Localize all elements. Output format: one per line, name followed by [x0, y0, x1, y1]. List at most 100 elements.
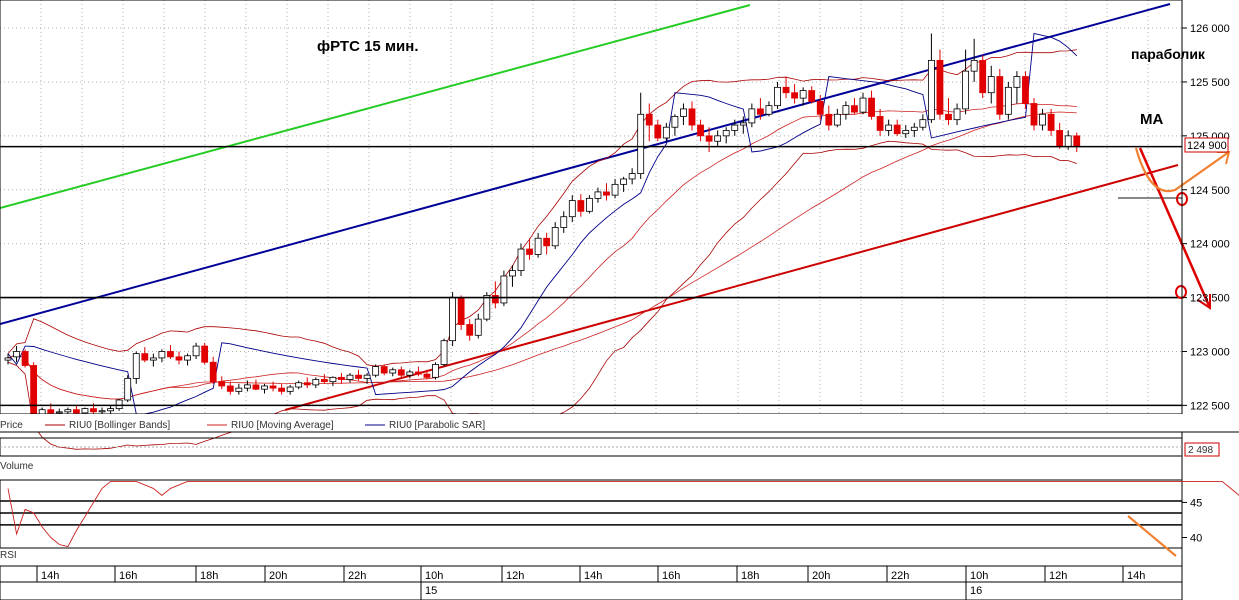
rsi-line [7, 480, 1239, 548]
candle-bull [158, 351, 166, 359]
candle-bull [859, 97, 867, 113]
date-tick-label: 15 [425, 585, 437, 597]
chart-title: фРТС 15 мин. [317, 38, 419, 55]
candle-bear [1047, 113, 1055, 131]
candle-bull [509, 270, 516, 277]
candle-bear [47, 409, 55, 414]
candle-bear [979, 59, 987, 94]
candle-bull [833, 113, 841, 126]
candle-bull [115, 399, 123, 410]
horizontal-levels [0, 145, 1182, 407]
candle-bull [261, 385, 268, 390]
candle-bull [799, 90, 807, 99]
candle-bull [680, 108, 687, 117]
candle-bull [192, 345, 200, 357]
candle-bull [64, 409, 72, 413]
candle-bear [226, 385, 234, 392]
candle-bear [278, 387, 286, 392]
price-tick-label: 124 500 [1190, 185, 1230, 197]
candle-bear [303, 382, 311, 386]
candle-bull [662, 126, 670, 139]
candle-bull [586, 197, 593, 212]
candle-bull [722, 130, 730, 137]
candle-bull [748, 108, 756, 124]
time-tick-label: 14h [584, 570, 602, 582]
legend-label: RIU0 [Parabolic SAR] [389, 420, 485, 431]
candle-bull [620, 178, 627, 185]
last-price-label: 124 900 [1187, 140, 1227, 152]
candle-bear [1073, 135, 1081, 148]
time-tick-label: 22h [891, 570, 909, 582]
price-tick-label: 123 000 [1190, 346, 1230, 358]
candle-bull [81, 408, 89, 414]
parabolic-annotation: параболик [1131, 46, 1206, 62]
candle-bear [269, 385, 277, 389]
candle-bull [594, 191, 602, 199]
candle-bear [996, 76, 1004, 115]
down-forecast-arrow [1138, 147, 1212, 309]
candle-bull [4, 357, 12, 361]
candle-bull [124, 378, 132, 401]
rsi-tick-label: 45 [1190, 497, 1202, 509]
candle-bull [329, 376, 337, 383]
candle-bear [355, 374, 362, 379]
moving-average [7, 102, 1077, 400]
candle-bear [782, 86, 790, 94]
candle-bear [936, 59, 944, 115]
time-tick-label: 14h [1127, 570, 1145, 582]
time-tick-label: 20h [269, 570, 287, 582]
candle-bull [107, 408, 114, 412]
candle-bear [697, 124, 704, 137]
time-tick-label: 22h [348, 570, 366, 582]
candle-bull [295, 382, 303, 388]
candle-bull [235, 387, 243, 392]
candle-bull [953, 108, 961, 121]
candle-bull [500, 275, 508, 304]
volume-value-box [1184, 442, 1220, 457]
candle-bear [380, 366, 388, 374]
candle-bull [132, 353, 140, 379]
candle-bull [739, 122, 747, 126]
candle-bull [774, 86, 781, 107]
price-tick-label: 124 000 [1190, 239, 1230, 251]
candle-bull [928, 59, 935, 121]
candle-bear [209, 361, 217, 383]
candle-bear [645, 113, 653, 126]
candle-bear [1056, 130, 1064, 148]
candle-bull [637, 113, 645, 174]
candles [4, 33, 1081, 417]
candle-bull [628, 173, 636, 180]
ma-annotation: MA [1140, 111, 1163, 128]
parabolic-sar [7, 32, 1078, 415]
time-tick-label: 20h [812, 570, 830, 582]
price-tick-label: 123 500 [1190, 293, 1230, 305]
candle-bull [149, 357, 157, 361]
candle-bull [534, 237, 542, 255]
candle-bear [397, 369, 405, 376]
legend: Price RIU0 [Bollinger Bands] RIU0 [Moving … [0, 420, 485, 431]
candle-bear [577, 200, 585, 212]
up-forecast-arrow [1134, 147, 1230, 193]
candle-bull [551, 227, 559, 247]
candle-bull [389, 369, 397, 374]
candle-bear [603, 191, 610, 196]
candle-bear [466, 324, 474, 336]
candle-bull [483, 295, 491, 320]
candle-bull [885, 124, 893, 131]
candle-bull [372, 366, 380, 376]
candle-bear [252, 384, 260, 390]
candle-bear [167, 351, 174, 358]
candle-bull [432, 364, 439, 378]
candle-bull [449, 297, 457, 342]
time-tick-label: 12h [1049, 570, 1067, 582]
candle-bear [757, 108, 764, 115]
candle-bear [90, 408, 97, 413]
legend-label: RIU0 [Moving Average] [231, 420, 334, 431]
last-price-box [1184, 137, 1229, 153]
candle-bull [517, 248, 525, 272]
candle-bull [671, 116, 679, 128]
candle-bear [526, 248, 533, 255]
candle-bull [312, 379, 320, 386]
candle-bull [1064, 135, 1072, 148]
